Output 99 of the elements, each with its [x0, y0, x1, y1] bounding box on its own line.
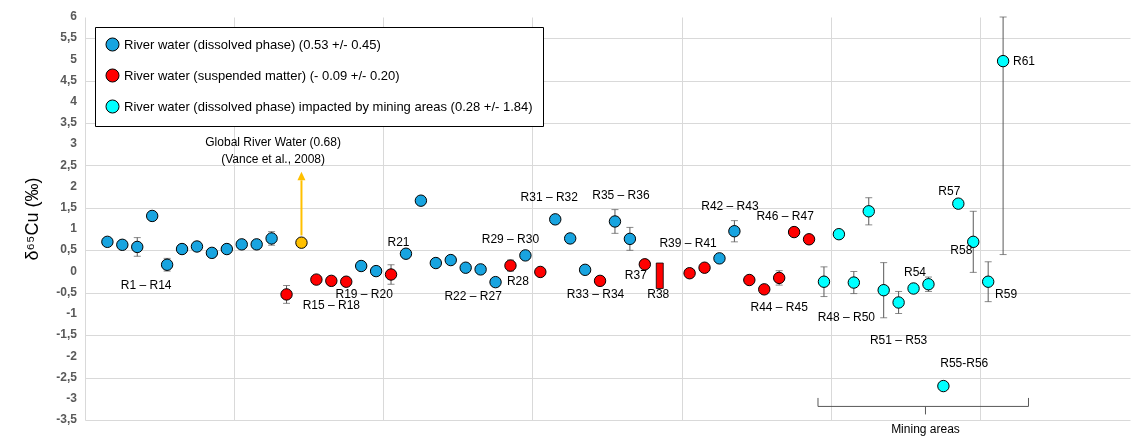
y-tick-label: 1 [70, 221, 78, 236]
point [996, 54, 1010, 68]
y-tick-label: -2 [66, 348, 78, 363]
text: Mining areas [891, 421, 960, 436]
point [399, 247, 413, 260]
point [907, 282, 920, 295]
y-tick-label: -2,5 [56, 369, 78, 384]
point [444, 253, 457, 267]
point [743, 273, 756, 287]
y-tick-label: 1,5 [60, 200, 78, 215]
annotation: R21 [387, 234, 410, 249]
annotation: Global River Water (0.68) [205, 135, 341, 150]
point [832, 228, 846, 241]
y-tick-label: 2,5 [60, 157, 78, 172]
y-tick-label: 5 [70, 51, 78, 66]
annotation: R44 – R45 [750, 299, 809, 314]
point [817, 275, 831, 288]
point [101, 235, 114, 249]
annotation: R37 [624, 268, 648, 283]
annotation: R57 [938, 183, 961, 198]
point [877, 284, 890, 297]
legend-label: River water (dissolved phase) impacted by mining areas (0.28 +/- 1.84) [124, 98, 533, 114]
legend-label: River water (dissolved phase) (0.53 +/- 0.45) [124, 36, 381, 52]
annotation: R29 – R30 [481, 231, 540, 246]
point [952, 197, 965, 210]
y-tick-label: 2 [70, 178, 78, 193]
point [937, 379, 950, 393]
annotation: R22 – R27 [444, 289, 503, 304]
y-tick-label: 3,5 [60, 115, 78, 130]
point [474, 263, 487, 276]
point [310, 273, 323, 286]
y-tick-label: -1 [66, 306, 78, 321]
point [758, 283, 771, 296]
y-tick-label: -3 [66, 390, 78, 405]
point [922, 278, 935, 291]
y-tick-label: 5,5 [60, 30, 78, 45]
point [683, 267, 696, 280]
point [175, 242, 189, 256]
annotation: (Vance et al., 2008) [221, 152, 326, 167]
point [981, 275, 995, 288]
point [698, 261, 711, 274]
annotation: R59 [995, 286, 1018, 301]
point [295, 236, 308, 249]
point [354, 259, 368, 273]
annotation: R33 – R34 [566, 287, 625, 302]
y-tick-label: 4,5 [60, 72, 78, 87]
annotation: R61 [1013, 53, 1036, 68]
point [728, 225, 741, 238]
point [787, 225, 801, 239]
point [847, 276, 861, 289]
point [563, 232, 577, 245]
annotation: R38 [647, 287, 670, 302]
point [384, 268, 398, 281]
annotation: R1 – R14 [120, 277, 172, 292]
annotation: R31 – R32 [520, 189, 579, 204]
point [235, 238, 248, 251]
point [892, 296, 905, 309]
legend-label: River water (suspended matter) (- 0.09 +/- 0.20) [124, 67, 400, 83]
point [713, 252, 726, 265]
point [340, 275, 353, 288]
point [489, 275, 502, 289]
y-tick-label: 3 [70, 136, 78, 151]
y-tick-label: -1,5 [56, 327, 78, 342]
point [220, 242, 234, 256]
point [190, 240, 204, 253]
y-tick-label: 6 [70, 9, 78, 24]
y-axis-title: δ⁶⁵Cu (‰) [21, 177, 42, 261]
point [862, 205, 875, 218]
point [534, 265, 547, 279]
point [459, 261, 472, 274]
y-tick-label: -0,5 [56, 284, 78, 299]
point [325, 274, 338, 288]
point [802, 233, 816, 246]
annotation: R51 – R53 [869, 333, 928, 348]
annotation: R58 [950, 242, 973, 257]
point [116, 238, 129, 251]
point [369, 264, 383, 278]
point [608, 215, 622, 228]
y-tick-label: 0,5 [60, 242, 78, 257]
point [429, 256, 443, 270]
point [623, 232, 637, 246]
point [578, 263, 592, 277]
point [593, 274, 607, 288]
y-tick-label: 0 [70, 263, 78, 278]
point [145, 209, 159, 223]
annotation: R35 – R36 [592, 188, 650, 203]
point [519, 249, 532, 262]
point [205, 246, 219, 260]
annotation: R54 [904, 264, 927, 279]
y-tick-label: 4 [70, 94, 78, 109]
point [638, 258, 652, 271]
annotation: R39 – R41 [659, 235, 718, 250]
point [549, 213, 562, 226]
y-tick-label: -3,5 [56, 412, 78, 427]
annotation: R28 [506, 273, 530, 288]
point [250, 238, 263, 251]
annotation: R55-R56 [940, 356, 989, 371]
point [414, 194, 428, 207]
annotation: R48 – R50 [817, 310, 876, 325]
